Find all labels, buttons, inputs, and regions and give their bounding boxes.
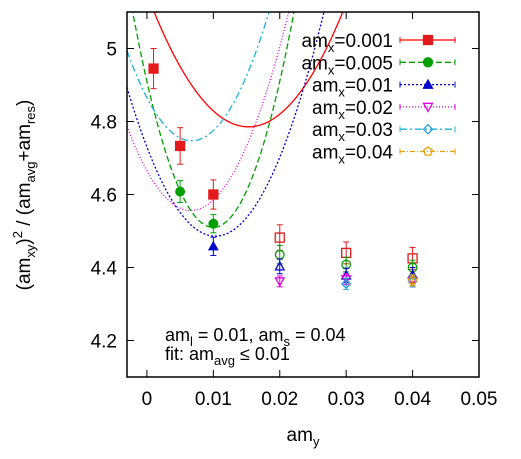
legend-label: amx=0.005 [301, 53, 393, 77]
triangle-down-marker [274, 277, 286, 288]
y-tick-label: 4.4 [91, 259, 118, 280]
triangle-up-marker [422, 78, 434, 89]
triangle-up-marker [207, 240, 219, 251]
fit-curves [127, 12, 344, 237]
y-axis-label: (amxy)2 / (amavg+amres) [10, 100, 38, 291]
triangle-down-marker [340, 275, 352, 285]
legend-label: amx=0.03 [312, 120, 393, 144]
square-marker [148, 63, 159, 74]
pentagon-marker [422, 146, 434, 156]
fit-curve [132, 12, 295, 228]
fit-curve [153, 12, 344, 128]
x-tick-label: 0.03 [328, 389, 365, 410]
x-axis: 0 0.01 0.02 0.03 0.04 0.05 [142, 12, 498, 410]
x-tick-label: 0.02 [261, 389, 298, 410]
square-marker [208, 189, 219, 200]
circle-marker [208, 218, 219, 229]
annotation-line-1: aml = 0.01, ams = 0.04 [165, 325, 346, 349]
legend-label: amx=0.02 [312, 98, 393, 122]
square-marker [274, 232, 285, 243]
x-axis-label: amy [287, 425, 320, 449]
legend-label: amx=0.01 [312, 76, 393, 100]
circle-marker [422, 57, 434, 68]
legend: amx=0.001amx=0.005amx=0.01amx=0.02amx=0.… [301, 31, 456, 167]
data-points [148, 48, 418, 290]
diamond-marker [340, 278, 352, 290]
fit-curve [127, 12, 270, 142]
fit-curve [127, 12, 290, 212]
square-marker [422, 34, 434, 46]
legend-label: amx=0.001 [301, 31, 393, 55]
diamond-marker [422, 123, 434, 135]
triangle-up-marker [274, 260, 286, 271]
square-marker [174, 140, 186, 152]
fit-curve [127, 12, 325, 237]
annotation-line-2: fit: amavg ≤ 0.01 [165, 344, 290, 368]
y-axis: 4.2 4.4 4.6 4.8 5 [91, 40, 479, 353]
x-tick-label: 0.04 [394, 389, 431, 410]
x-tick-label: 0.05 [461, 389, 498, 410]
y-tick-label: 4.6 [91, 186, 117, 207]
y-tick-label: 4.2 [91, 332, 117, 353]
x-tick-label: 0.01 [195, 389, 232, 410]
pentagon-marker [407, 275, 418, 285]
y-tick-label: 5 [106, 40, 117, 61]
x-tick-label: 0 [142, 389, 153, 410]
triangle-down-marker [422, 102, 434, 113]
y-tick-label: 4.8 [91, 113, 117, 134]
circle-marker [175, 186, 186, 197]
legend-label: amx=0.04 [312, 143, 393, 167]
